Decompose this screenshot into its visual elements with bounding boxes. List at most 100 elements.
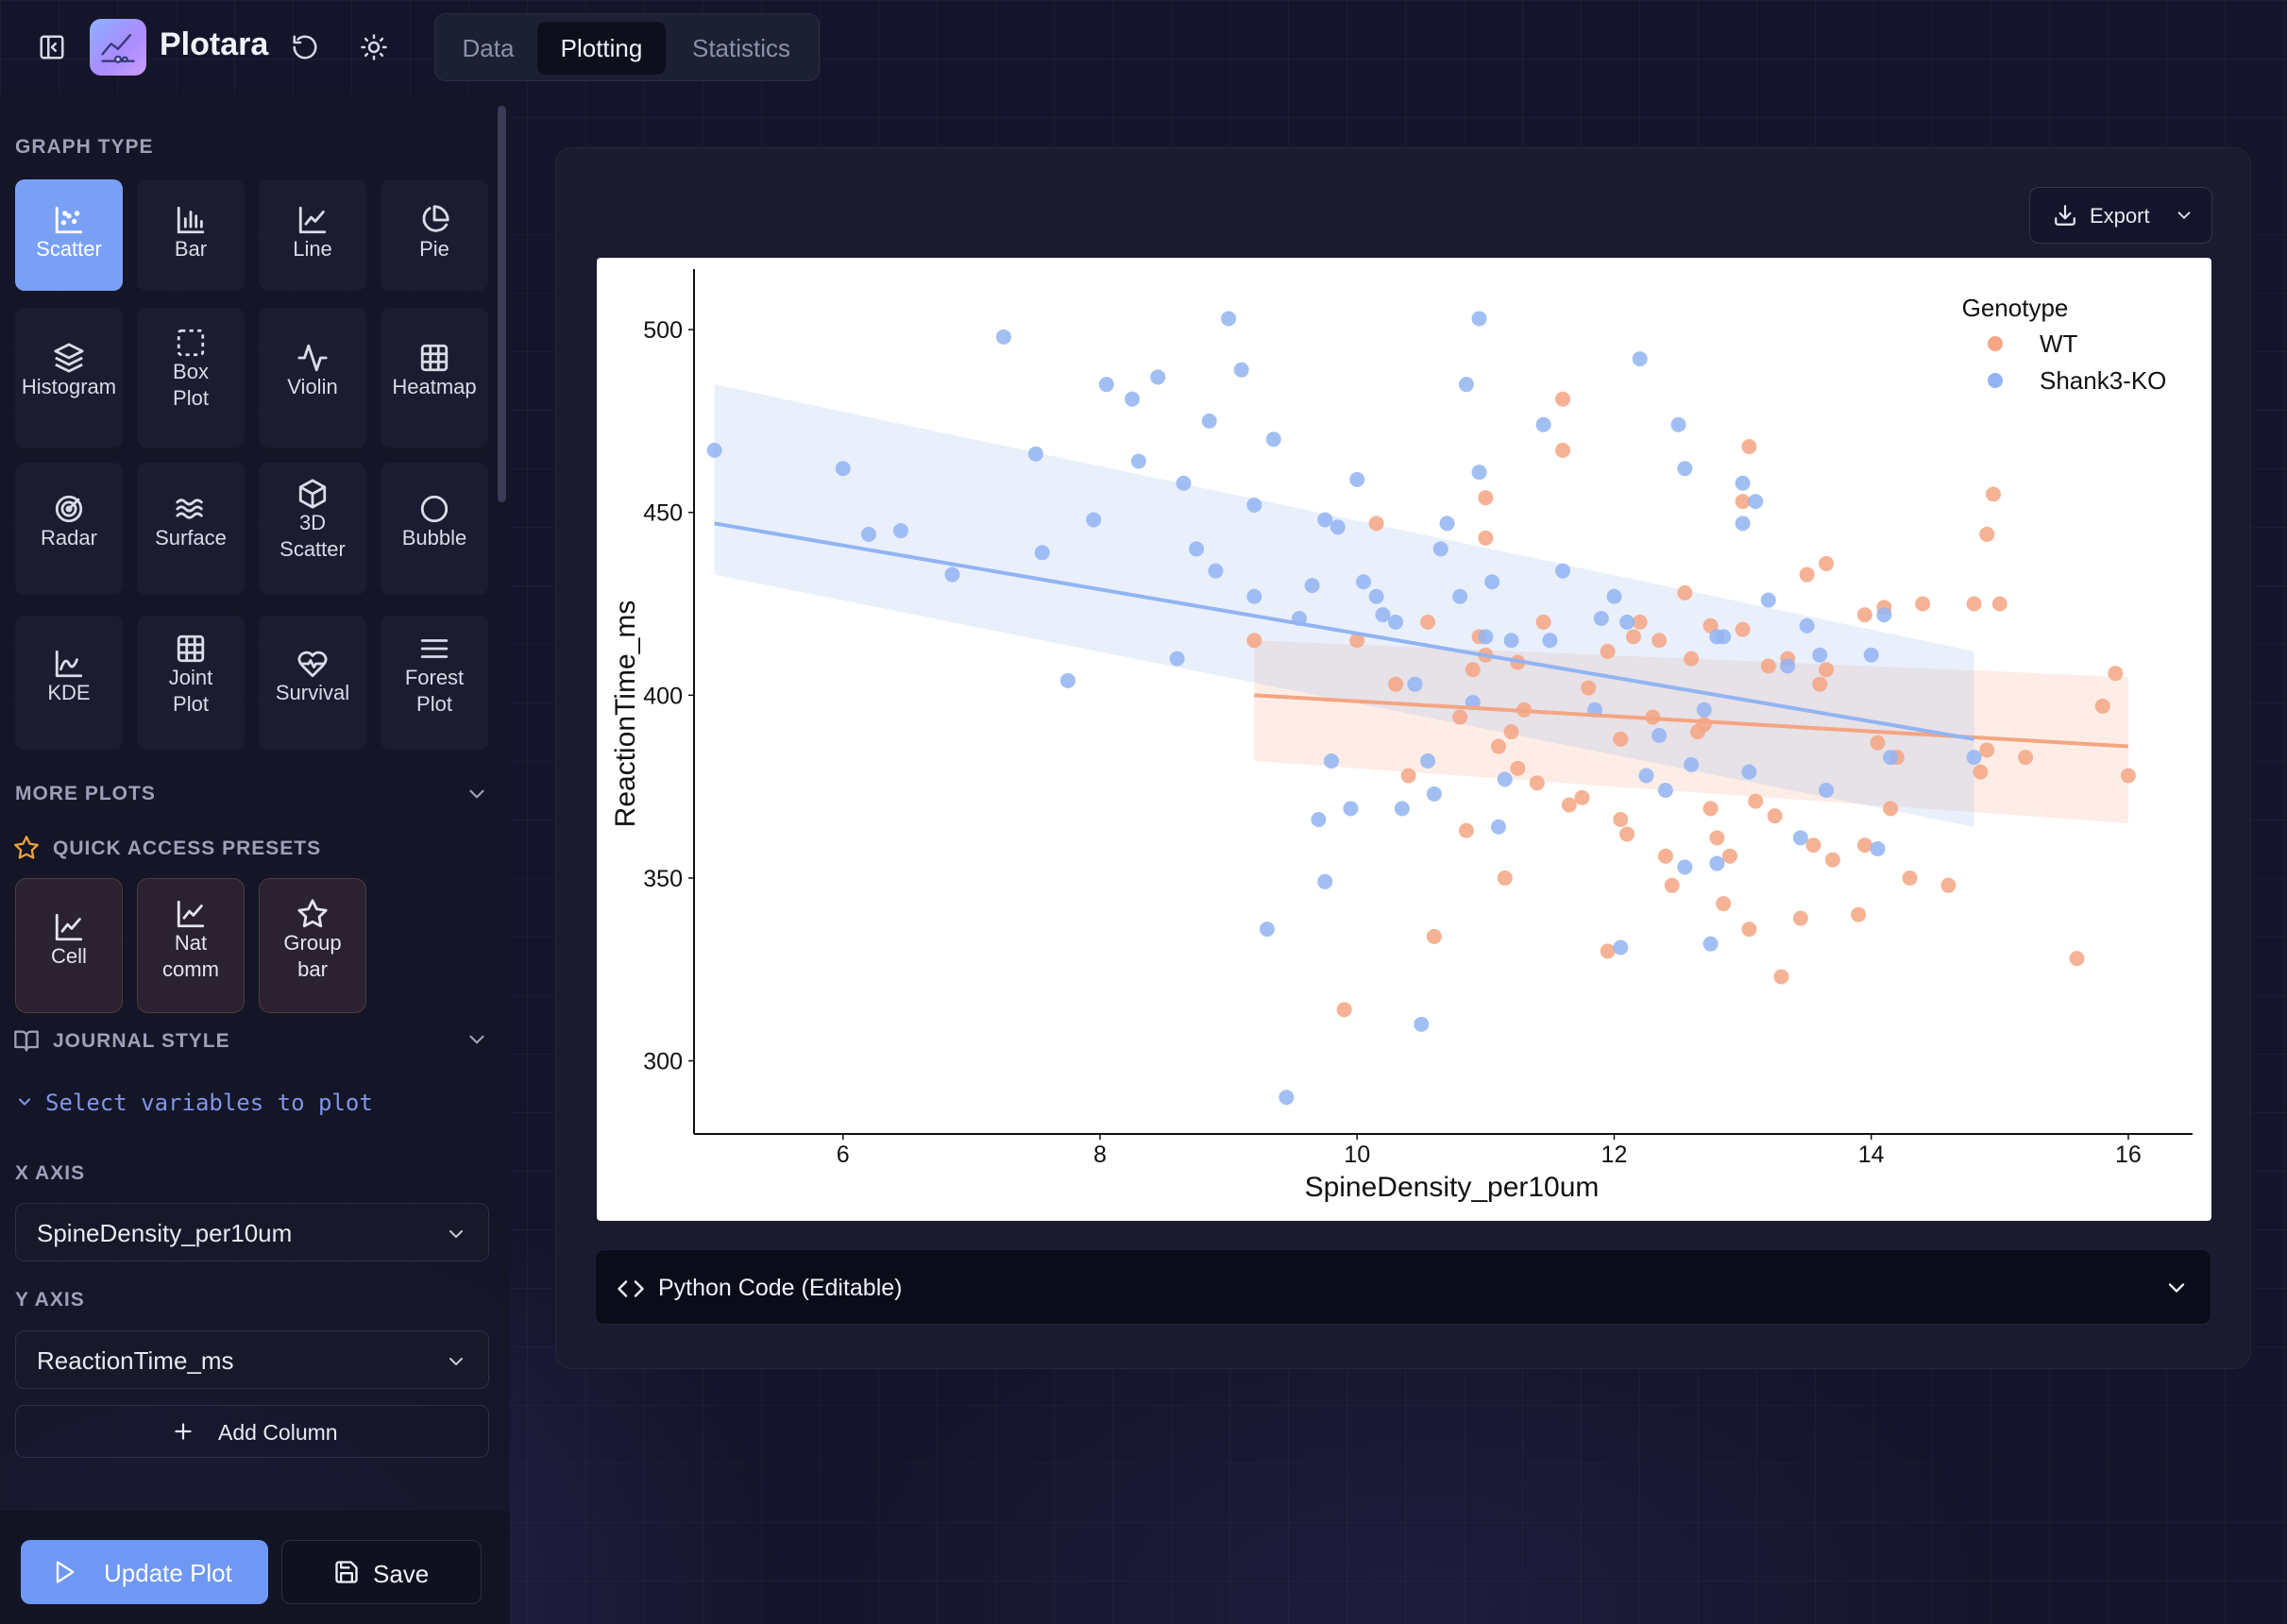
data-point: [1574, 789, 1590, 805]
add-column-button[interactable]: Add Column: [15, 1405, 489, 1458]
sidebar-toggle-icon[interactable]: [29, 25, 75, 70]
tab-statistics[interactable]: Statistics: [691, 34, 791, 62]
preset-nat-comm[interactable]: Nat comm: [137, 878, 245, 1013]
data-point: [1471, 311, 1487, 327]
graph-type-3d-scatter[interactable]: 3D Scatter: [259, 463, 366, 595]
graph-type-violin[interactable]: Violin: [259, 308, 366, 448]
data-point: [1349, 633, 1365, 649]
data-point: [1246, 588, 1262, 604]
y-axis-select[interactable]: ReactionTime_ms: [15, 1330, 489, 1389]
legend-label: WT: [2040, 330, 2078, 358]
select-variables-toggle[interactable]: Select variables to plot: [45, 1090, 373, 1116]
app-title: Plotara: [160, 26, 269, 62]
data-point: [1709, 830, 1725, 846]
graph-type-scatter[interactable]: Scatter: [15, 179, 123, 291]
regression-line: [714, 521, 1974, 741]
graph-type-label: KDE: [47, 681, 91, 704]
data-point: [1799, 567, 1815, 583]
data-point: [1696, 702, 1712, 718]
data-point: [1805, 837, 1821, 854]
data-point: [1490, 738, 1506, 754]
activity-icon: [297, 344, 328, 372]
box-plot-icon: [177, 329, 205, 357]
update-plot-button[interactable]: Update Plot: [21, 1540, 268, 1604]
sidebar-scrollbar[interactable]: [498, 106, 506, 502]
x-axis-select[interactable]: SpineDensity_per10um: [15, 1203, 489, 1261]
play-icon: [51, 1559, 77, 1585]
chevron-down-icon[interactable]: [15, 1092, 34, 1111]
data-point: [1606, 588, 1622, 604]
preset-group-bar[interactable]: Group bar: [259, 878, 366, 1013]
data-point: [1600, 643, 1616, 659]
tab-data[interactable]: Data: [462, 34, 515, 62]
data-point: [1619, 614, 1635, 630]
graph-type-heatmap[interactable]: Heatmap: [381, 308, 488, 448]
data-point: [1555, 563, 1571, 579]
more-plots-heading[interactable]: MORE PLOTS: [15, 783, 156, 804]
graph-type-forest-plot[interactable]: Forest Plot: [381, 616, 488, 750]
grid-icon: [177, 634, 205, 663]
sun-icon[interactable]: [351, 25, 397, 70]
graph-type-label: Radar: [41, 526, 97, 550]
python-code-panel[interactable]: Python Code (Editable): [595, 1249, 2211, 1325]
data-point: [1233, 362, 1249, 378]
data-point: [1426, 928, 1442, 944]
data-point: [1561, 797, 1577, 813]
save-button[interactable]: Save: [281, 1540, 482, 1604]
graph-type-surface[interactable]: Surface: [137, 463, 245, 595]
chevron-down-icon[interactable]: [465, 1027, 489, 1052]
refresh-icon[interactable]: [282, 25, 328, 70]
data-point: [2094, 698, 2110, 714]
data-point: [1677, 461, 1693, 477]
graph-type-line[interactable]: Line: [259, 179, 366, 291]
data-point: [1330, 519, 1346, 535]
pie-chart-icon: [422, 205, 449, 232]
data-point: [1336, 1002, 1352, 1018]
data-point: [1973, 764, 1989, 780]
layers-icon: [54, 343, 84, 373]
data-point: [1638, 768, 1654, 784]
graph-type-bar[interactable]: Bar: [137, 179, 245, 291]
data-point: [1703, 801, 1719, 817]
data-point: [1086, 512, 1102, 528]
data-point: [1265, 431, 1281, 448]
graph-type-bubble[interactable]: Bubble: [381, 463, 488, 595]
graph-type-label-line2: Plot: [416, 692, 452, 716]
heart-pulse-icon: [297, 651, 328, 678]
data-point: [1767, 808, 1783, 824]
graph-type-label-line1: Box: [173, 360, 209, 383]
data-point: [1721, 848, 1737, 864]
data-point: [1414, 1016, 1430, 1032]
chevron-down-icon[interactable]: [2163, 1275, 2190, 1301]
graph-type-kde[interactable]: KDE: [15, 616, 123, 750]
data-point: [1246, 633, 1262, 649]
data-point: [1349, 471, 1365, 487]
graph-type-radar[interactable]: Radar: [15, 463, 123, 595]
preset-cell[interactable]: Cell: [15, 878, 123, 1013]
graph-type-box-plot[interactable]: Box Plot: [137, 308, 245, 448]
data-point: [1323, 753, 1339, 770]
x-tick-label: 12: [1601, 1142, 1628, 1168]
menu-lines-icon: [420, 639, 449, 658]
y-tick-label: 300: [643, 1049, 683, 1075]
data-point: [1311, 811, 1327, 827]
export-button[interactable]: Export: [2029, 187, 2212, 244]
journal-style-heading[interactable]: JOURNAL STYLE: [53, 1030, 230, 1052]
data-point: [1317, 512, 1333, 528]
graph-type-survival[interactable]: Survival: [259, 616, 366, 750]
graph-type-label: Histogram: [21, 375, 117, 398]
graph-type-label: Bar: [174, 237, 208, 261]
data-point: [1439, 516, 1455, 532]
y-tick-label: 400: [643, 683, 683, 709]
data-point: [1542, 633, 1558, 649]
graph-type-joint-plot[interactable]: Joint Plot: [137, 616, 245, 750]
graph-type-pie[interactable]: Pie: [381, 179, 488, 291]
data-point: [1851, 906, 1867, 922]
tab-plotting[interactable]: Plotting: [537, 22, 666, 75]
graph-type-histogram[interactable]: Histogram: [15, 308, 123, 448]
data-point: [1279, 1090, 1295, 1106]
data-point: [1458, 377, 1474, 393]
chevron-down-icon[interactable]: [465, 782, 489, 806]
data-point: [1792, 830, 1808, 846]
data-point: [1632, 351, 1648, 367]
